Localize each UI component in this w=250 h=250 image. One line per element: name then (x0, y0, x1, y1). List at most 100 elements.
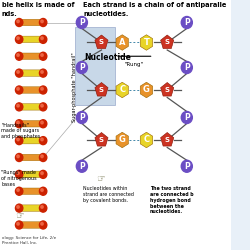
FancyBboxPatch shape (21, 36, 41, 43)
FancyBboxPatch shape (21, 19, 41, 26)
Text: Sugar-phosphate "handrail": Sugar-phosphate "handrail" (72, 53, 78, 122)
FancyBboxPatch shape (21, 188, 41, 194)
Text: P: P (79, 63, 85, 72)
FancyBboxPatch shape (21, 171, 41, 177)
Polygon shape (160, 132, 174, 146)
Polygon shape (160, 82, 174, 96)
Circle shape (17, 70, 19, 73)
Text: Nucleotide: Nucleotide (84, 53, 131, 62)
Circle shape (41, 20, 43, 23)
Polygon shape (95, 35, 108, 48)
FancyBboxPatch shape (21, 70, 41, 76)
Circle shape (17, 20, 19, 23)
Circle shape (17, 172, 19, 174)
Text: nds.: nds. (2, 11, 18, 17)
Polygon shape (160, 35, 174, 48)
Circle shape (76, 160, 88, 172)
Text: C: C (144, 136, 150, 144)
Circle shape (16, 120, 23, 128)
Circle shape (41, 155, 43, 158)
Text: "Rungs" made
of nitrogenous
bases: "Rungs" made of nitrogenous bases (1, 170, 37, 186)
Circle shape (41, 138, 43, 141)
Circle shape (181, 16, 192, 28)
Circle shape (41, 37, 43, 40)
Circle shape (40, 187, 47, 195)
Text: ☞: ☞ (96, 174, 104, 184)
Circle shape (76, 62, 88, 74)
Circle shape (17, 206, 19, 208)
Text: P: P (79, 18, 85, 27)
Circle shape (41, 222, 43, 225)
Circle shape (76, 16, 88, 28)
Text: P: P (79, 162, 85, 171)
Circle shape (16, 187, 23, 195)
Circle shape (40, 170, 47, 178)
Polygon shape (95, 132, 108, 146)
Circle shape (40, 221, 47, 229)
Circle shape (76, 112, 88, 124)
FancyBboxPatch shape (21, 154, 41, 161)
Text: "Rung": "Rung" (125, 62, 144, 67)
Text: S: S (99, 40, 104, 46)
FancyBboxPatch shape (21, 138, 41, 144)
Circle shape (40, 52, 47, 60)
Polygon shape (140, 132, 153, 148)
Circle shape (16, 154, 23, 162)
Circle shape (16, 221, 23, 229)
Circle shape (17, 104, 19, 107)
Text: S: S (165, 137, 170, 143)
FancyBboxPatch shape (21, 120, 41, 127)
Text: P: P (184, 162, 190, 171)
Text: ble helix is made of: ble helix is made of (2, 2, 74, 8)
FancyBboxPatch shape (75, 28, 115, 105)
Circle shape (16, 170, 23, 178)
Circle shape (17, 54, 19, 56)
Circle shape (41, 189, 43, 192)
Text: "Handrails"
made of sugars
and phosphates: "Handrails" made of sugars and phosphate… (1, 122, 40, 139)
FancyBboxPatch shape (21, 205, 41, 212)
Circle shape (16, 103, 23, 111)
FancyBboxPatch shape (21, 87, 41, 93)
Circle shape (17, 121, 19, 124)
Text: C: C (119, 86, 125, 94)
Circle shape (16, 69, 23, 77)
Circle shape (17, 37, 19, 40)
Circle shape (41, 121, 43, 124)
Circle shape (41, 88, 43, 90)
Polygon shape (95, 82, 108, 96)
Text: P: P (184, 63, 190, 72)
Text: S: S (165, 87, 170, 93)
Circle shape (181, 160, 192, 172)
Circle shape (16, 86, 23, 94)
Polygon shape (116, 35, 128, 50)
Circle shape (181, 62, 192, 74)
Text: G: G (143, 86, 150, 94)
Circle shape (17, 222, 19, 225)
Circle shape (16, 18, 23, 26)
Text: P: P (184, 18, 190, 27)
Circle shape (40, 154, 47, 162)
Circle shape (41, 172, 43, 174)
Circle shape (17, 138, 19, 141)
Circle shape (41, 206, 43, 208)
Text: Each strand is a chain of of antiparalle: Each strand is a chain of of antiparalle (83, 2, 227, 8)
Text: S: S (99, 87, 104, 93)
Circle shape (40, 18, 47, 26)
Polygon shape (140, 82, 153, 98)
Polygon shape (140, 35, 153, 50)
Circle shape (16, 52, 23, 60)
Text: G: G (119, 136, 126, 144)
FancyBboxPatch shape (21, 222, 41, 228)
Text: P: P (79, 113, 85, 122)
Text: A: A (119, 38, 126, 47)
FancyBboxPatch shape (21, 104, 41, 110)
Polygon shape (116, 82, 128, 98)
Circle shape (40, 86, 47, 94)
Circle shape (41, 54, 43, 56)
Circle shape (40, 35, 47, 44)
FancyBboxPatch shape (0, 0, 230, 250)
Text: P: P (184, 113, 190, 122)
Polygon shape (116, 132, 128, 148)
Circle shape (16, 35, 23, 44)
Circle shape (17, 189, 19, 192)
